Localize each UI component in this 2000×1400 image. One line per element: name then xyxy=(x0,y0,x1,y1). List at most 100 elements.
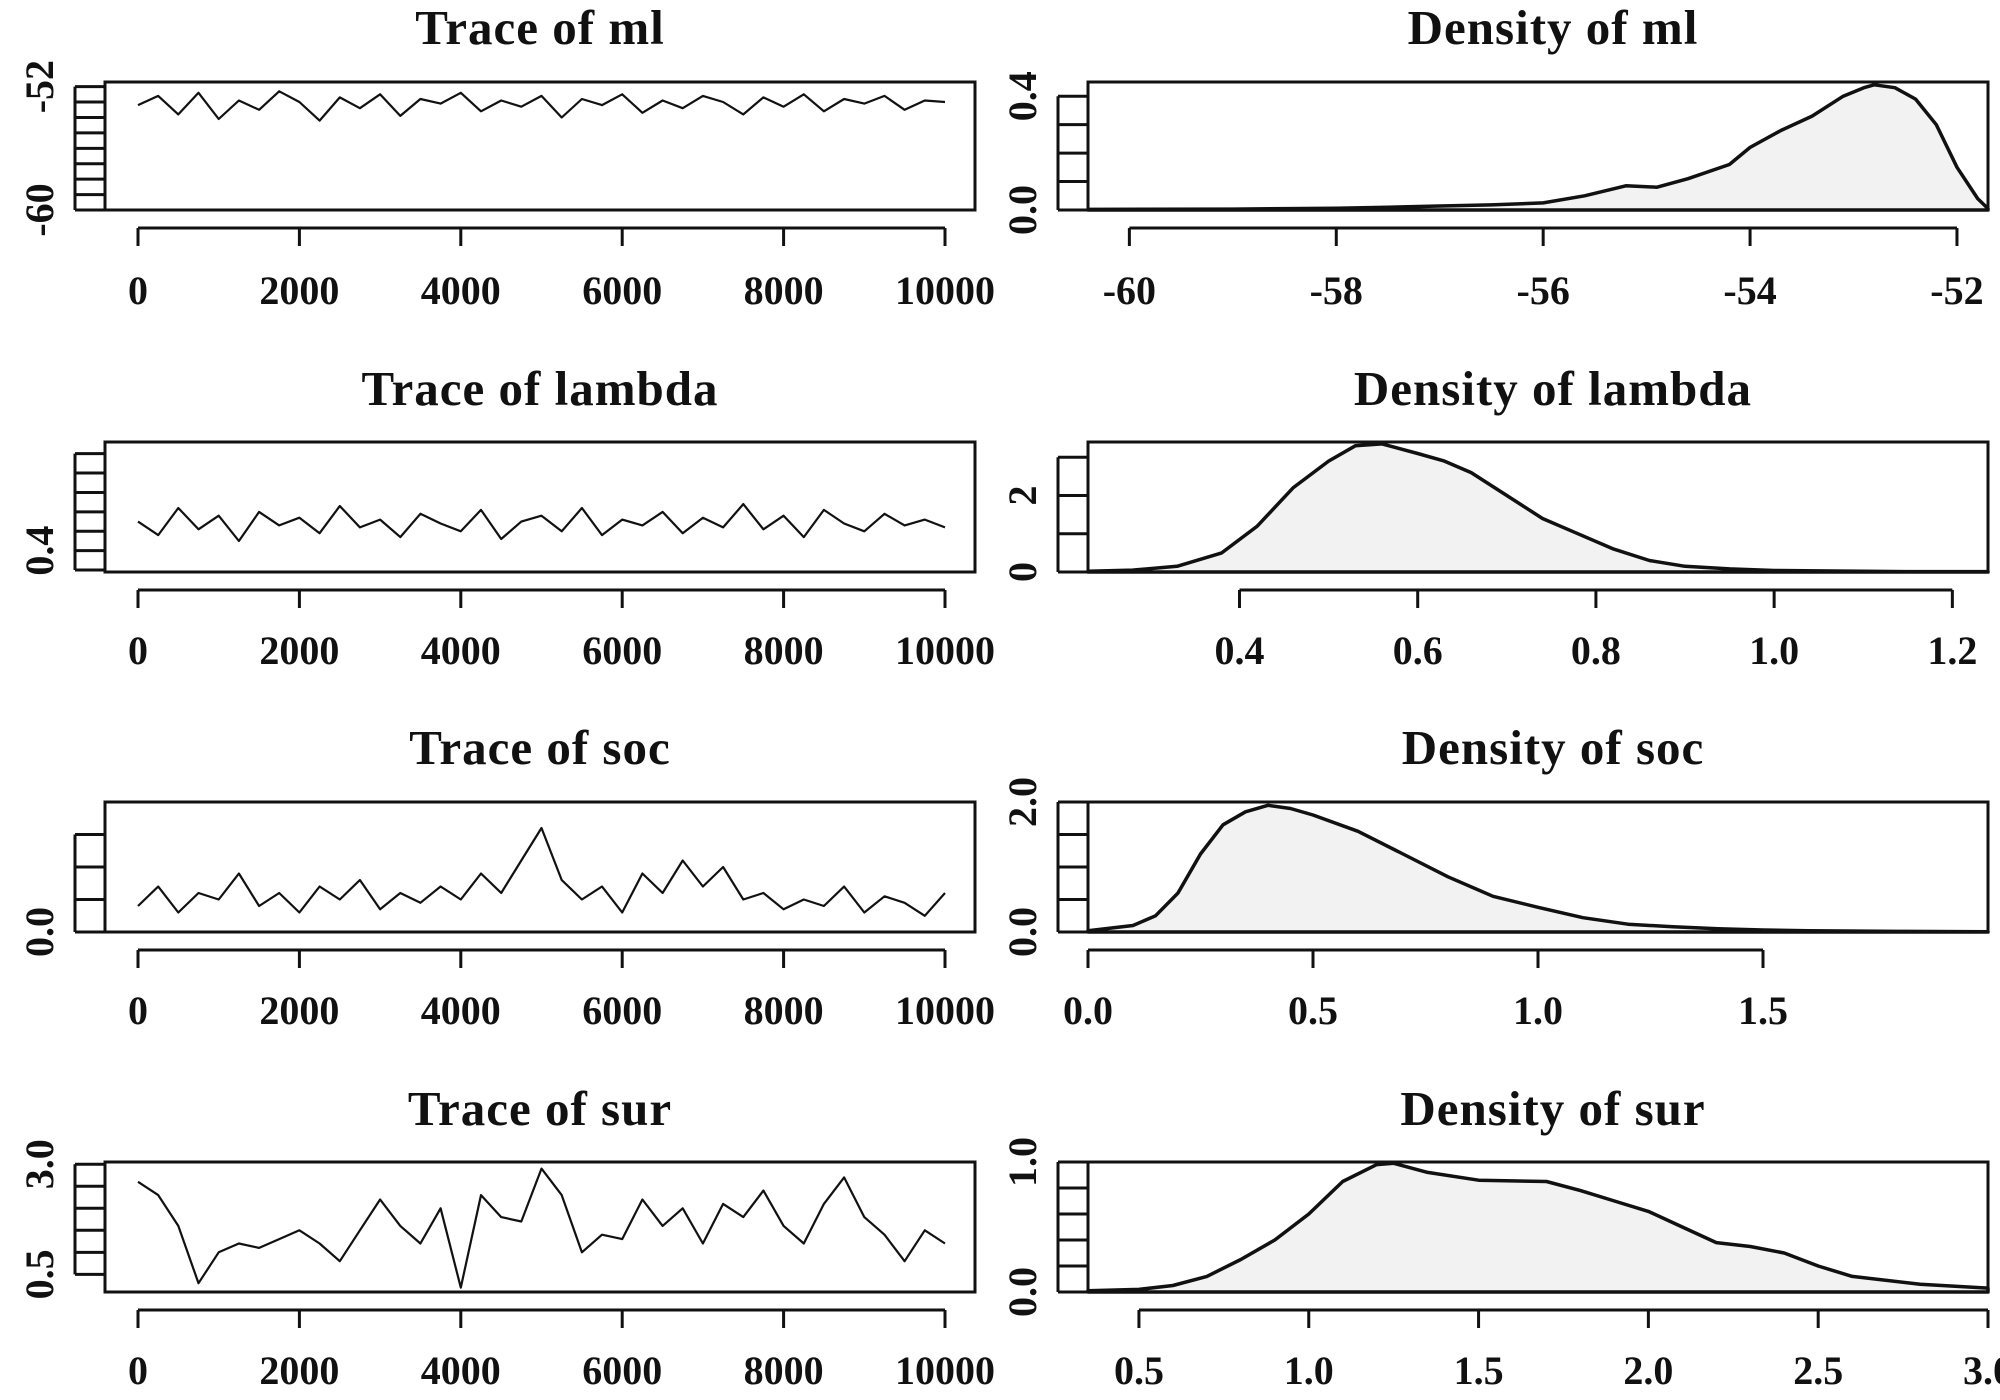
trace-of-lambda-x-tick-label: 0 xyxy=(128,628,148,673)
density-of-soc-x-axis: 0.0 0.5 1.0 1.5 xyxy=(1063,948,1788,1033)
trace-of-lambda-series-line xyxy=(137,503,946,543)
density-of-ml-y-tick-label: 0.0 xyxy=(1000,185,1045,235)
density-of-soc-x-tick-label: 0.0 xyxy=(1063,988,1113,1033)
trace-of-lambda-x-tick-label: 10000 xyxy=(895,628,995,673)
trace-of-soc-x-tick-label: 8000 xyxy=(744,988,824,1033)
density-of-lambda-x-tick-label: 0.4 xyxy=(1214,628,1264,673)
trace-of-sur-y-tick-label: 0.5 xyxy=(17,1249,62,1299)
density-of-soc-x-tick-label: 1.0 xyxy=(1513,988,1563,1033)
density-of-sur-x-tick-label: 1.5 xyxy=(1454,1348,1504,1393)
density-of-sur-x-axis: 0.5 1.0 1.5 2.0 2.5 3.0 xyxy=(1114,1308,2000,1393)
trace-of-ml-x-tick-label: 8000 xyxy=(744,268,824,313)
trace-of-lambda-frame xyxy=(103,440,977,574)
trace-of-ml-x-tick-label: 4000 xyxy=(421,268,501,313)
density-of-soc-title: Density of soc xyxy=(1402,720,1705,775)
trace-of-sur-title: Trace of sur xyxy=(408,1081,672,1136)
density-of-sur-y-tick-label: 1.0 xyxy=(1000,1137,1045,1187)
trace-of-lambda-panel: Trace of lambda 0 2000 4000 6000 8000 10000 0.4 xyxy=(17,361,995,673)
density-of-ml-title: Density of ml xyxy=(1408,0,1699,55)
trace-of-sur-x-axis: 0 2000 4000 6000 8000 10000 xyxy=(128,1308,995,1393)
density-of-ml-x-tick-label: -54 xyxy=(1723,268,1776,313)
trace-of-lambda-x-axis: 0 2000 4000 6000 8000 10000 xyxy=(128,588,995,673)
trace-of-lambda-x-tick-label: 6000 xyxy=(582,628,662,673)
trace-of-sur-x-tick-label: 10000 xyxy=(895,1348,995,1393)
trace-of-sur-y-tick-label: 3.0 xyxy=(17,1139,62,1189)
density-of-sur-x-tick-label: 0.5 xyxy=(1114,1348,1164,1393)
density-of-sur-x-tick-label: 2.0 xyxy=(1623,1348,1673,1393)
trace-of-lambda-y-axis: 0.4 xyxy=(17,452,105,576)
density-of-sur-x-tick-label: 2.5 xyxy=(1793,1348,1843,1393)
density-of-ml-x-tick-label: -52 xyxy=(1930,268,1983,313)
density-of-ml-x-tick-label: -56 xyxy=(1517,268,1570,313)
density-of-lambda-title: Density of lambda xyxy=(1354,361,1752,416)
trace-of-ml-panel: Trace of ml 0 2000 4000 6000 8000 10000 -60 -52 xyxy=(17,0,995,313)
trace-of-soc-y-tick-label: 0.0 xyxy=(17,907,62,957)
trace-of-ml-x-tick-label: 0 xyxy=(128,268,148,313)
density-of-sur-y-tick-label: 0.0 xyxy=(1000,1267,1045,1317)
trace-of-sur-x-tick-label: 4000 xyxy=(421,1348,501,1393)
density-of-ml-x-tick-label: -58 xyxy=(1310,268,1363,313)
trace-of-sur-y-axis: 0.5 3.0 xyxy=(17,1139,105,1299)
trace-of-sur-panel: Trace of sur 0 2000 4000 6000 8000 10000 0.5 3.0 xyxy=(17,1081,995,1393)
trace-of-sur-x-tick-label: 2000 xyxy=(259,1348,339,1393)
trace-of-soc-x-tick-label: 10000 xyxy=(895,988,995,1033)
trace-of-lambda-y-tick-label: 0.4 xyxy=(17,526,62,576)
trace-of-sur-x-tick-label: 8000 xyxy=(744,1348,824,1393)
trace-of-soc-y-axis: 0.0 xyxy=(17,833,105,957)
density-of-sur-title: Density of sur xyxy=(1400,1081,1705,1136)
trace-of-ml-x-tick-label: 6000 xyxy=(582,268,662,313)
density-of-lambda-x-axis: 0.4 0.6 0.8 1.0 1.2 xyxy=(1214,588,1977,673)
trace-of-lambda-x-tick-label: 4000 xyxy=(421,628,501,673)
density-of-lambda-frame xyxy=(1086,440,1990,574)
trace-of-lambda-title: Trace of lambda xyxy=(361,361,718,416)
density-of-soc-panel: Density of soc 0.0 0.5 1.0 1.5 0.0 2.0 xyxy=(1000,720,1990,1033)
trace-of-soc-x-tick-label: 6000 xyxy=(582,988,662,1033)
trace-of-sur-x-tick-label: 6000 xyxy=(582,1348,662,1393)
trace-of-ml-x-axis: 0 2000 4000 6000 8000 10000 xyxy=(128,226,995,313)
density-of-lambda-x-tick-label: 0.6 xyxy=(1393,628,1443,673)
density-of-sur-panel: Density of sur 0.5 1.0 1.5 2.0 2.5 3.0 0.0 1.0 xyxy=(1000,1081,2000,1393)
density-of-soc-x-tick-label: 0.5 xyxy=(1288,988,1338,1033)
density-of-sur-density-curve xyxy=(1086,1161,1990,1294)
trace-of-lambda-x-tick-label: 2000 xyxy=(259,628,339,673)
density-of-ml-x-axis: -60 -58 -56 -54 -52 xyxy=(1103,226,1984,313)
trace-of-ml-title: Trace of ml xyxy=(415,0,665,55)
density-of-soc-y-tick-label: 2.0 xyxy=(1000,777,1045,827)
density-of-lambda-density-curve xyxy=(1086,442,1990,574)
trace-of-ml-frame xyxy=(103,80,977,212)
trace-of-soc-title: Trace of soc xyxy=(409,720,670,775)
trace-of-soc-x-tick-label: 4000 xyxy=(421,988,501,1033)
density-of-sur-frame xyxy=(1086,1160,1990,1294)
density-of-ml-panel: Density of ml -60 -58 -56 -54 -52 0.0 0.4 xyxy=(1000,0,1990,313)
trace-of-soc-x-axis: 0 2000 4000 6000 8000 10000 xyxy=(128,948,995,1033)
trace-of-soc-x-tick-label: 0 xyxy=(128,988,148,1033)
density-of-ml-density-curve xyxy=(1086,83,1990,212)
density-of-soc-x-tick-label: 1.5 xyxy=(1738,988,1788,1033)
density-of-soc-y-tick-label: 0.0 xyxy=(1000,907,1045,957)
trace-of-soc-panel: Trace of soc 0 2000 4000 6000 8000 10000 0.0 xyxy=(17,720,995,1033)
density-of-lambda-y-tick-label: 0 xyxy=(1000,562,1045,582)
density-of-ml-x-tick-label: -60 xyxy=(1103,268,1156,313)
trace-of-ml-x-tick-label: 10000 xyxy=(895,268,995,313)
trace-of-sur-frame xyxy=(103,1160,977,1294)
density-of-ml-y-axis: 0.0 0.4 xyxy=(1000,71,1088,235)
density-of-soc-density-curve xyxy=(1086,803,1990,934)
trace-of-ml-y-axis: -60 -52 xyxy=(17,60,105,237)
density-of-ml-y-tick-label: 0.4 xyxy=(1000,71,1045,121)
density-of-sur-y-axis: 0.0 1.0 xyxy=(1000,1137,1088,1317)
density-of-lambda-x-tick-label: 1.0 xyxy=(1749,628,1799,673)
trace-of-ml-y-tick-label: -60 xyxy=(17,183,62,236)
density-of-lambda-x-tick-label: 1.2 xyxy=(1927,628,1977,673)
trace-of-soc-series-line xyxy=(137,826,946,917)
trace-of-ml-x-tick-label: 2000 xyxy=(259,268,339,313)
density-of-sur-x-tick-label: 1.0 xyxy=(1284,1348,1334,1393)
trace-of-ml-series-line xyxy=(137,90,946,122)
trace-of-lambda-x-tick-label: 8000 xyxy=(744,628,824,673)
density-of-ml-frame xyxy=(1086,80,1990,212)
trace-of-soc-frame xyxy=(103,800,977,934)
density-of-sur-x-tick-label: 3.0 xyxy=(1963,1348,2000,1393)
density-of-lambda-y-tick-label: 2 xyxy=(1000,486,1045,506)
trace-of-soc-x-tick-label: 2000 xyxy=(259,988,339,1033)
